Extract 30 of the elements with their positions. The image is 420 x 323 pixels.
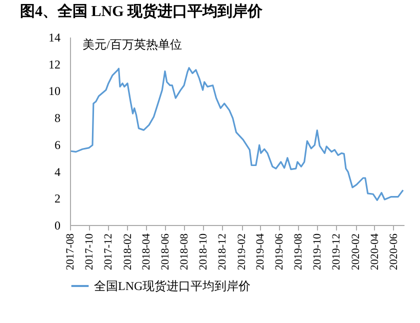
y-tick-label: 0 xyxy=(54,218,60,232)
x-tick-label: 2019-08 xyxy=(292,233,305,270)
x-tick-label: 2019-12 xyxy=(330,234,343,270)
x-tick-label: 2019-06 xyxy=(274,233,286,270)
y-tick-label: 8 xyxy=(54,111,60,126)
x-tick-label: 2018-12 xyxy=(216,234,229,270)
x-tick-label: 2017-08 xyxy=(64,233,76,270)
x-tick-label: 2018-06 xyxy=(159,233,172,270)
x-tick-label: 2020-06 xyxy=(388,233,400,270)
y-tick-label: 10 xyxy=(48,84,60,98)
x-tick-label: 2019-02 xyxy=(236,234,248,270)
x-tick-label: 2020-02 xyxy=(350,234,362,270)
line-series xyxy=(70,67,404,201)
y-tick-label: 14 xyxy=(48,30,60,44)
legend-label: 全国LNG现货进口平均到岸价 xyxy=(94,279,251,293)
x-tick-label: 2018-10 xyxy=(198,233,210,270)
x-tick-label: 2018-02 xyxy=(122,234,134,270)
y-tick-label: 12 xyxy=(48,57,60,72)
chart-title: 图4、全国 LNG 现货进口平均到岸价 xyxy=(20,3,264,20)
y-tick-label: 6 xyxy=(54,138,60,152)
y-axis-title: 美元/百万英热单位 xyxy=(82,38,182,52)
x-tick-label: 2019-10 xyxy=(312,233,324,270)
y-tick-label: 4 xyxy=(54,164,60,179)
x-tick-label: 2018-08 xyxy=(178,233,191,270)
x-tick-label: 2020-04 xyxy=(368,233,381,270)
x-tick-label: 2017-12 xyxy=(102,234,115,270)
x-tick-label: 2017-10 xyxy=(84,233,96,270)
x-tick-label: 2019-04 xyxy=(254,233,266,270)
x-tick-label: 2018-04 xyxy=(140,233,152,270)
y-tick-label: 2 xyxy=(54,192,60,206)
